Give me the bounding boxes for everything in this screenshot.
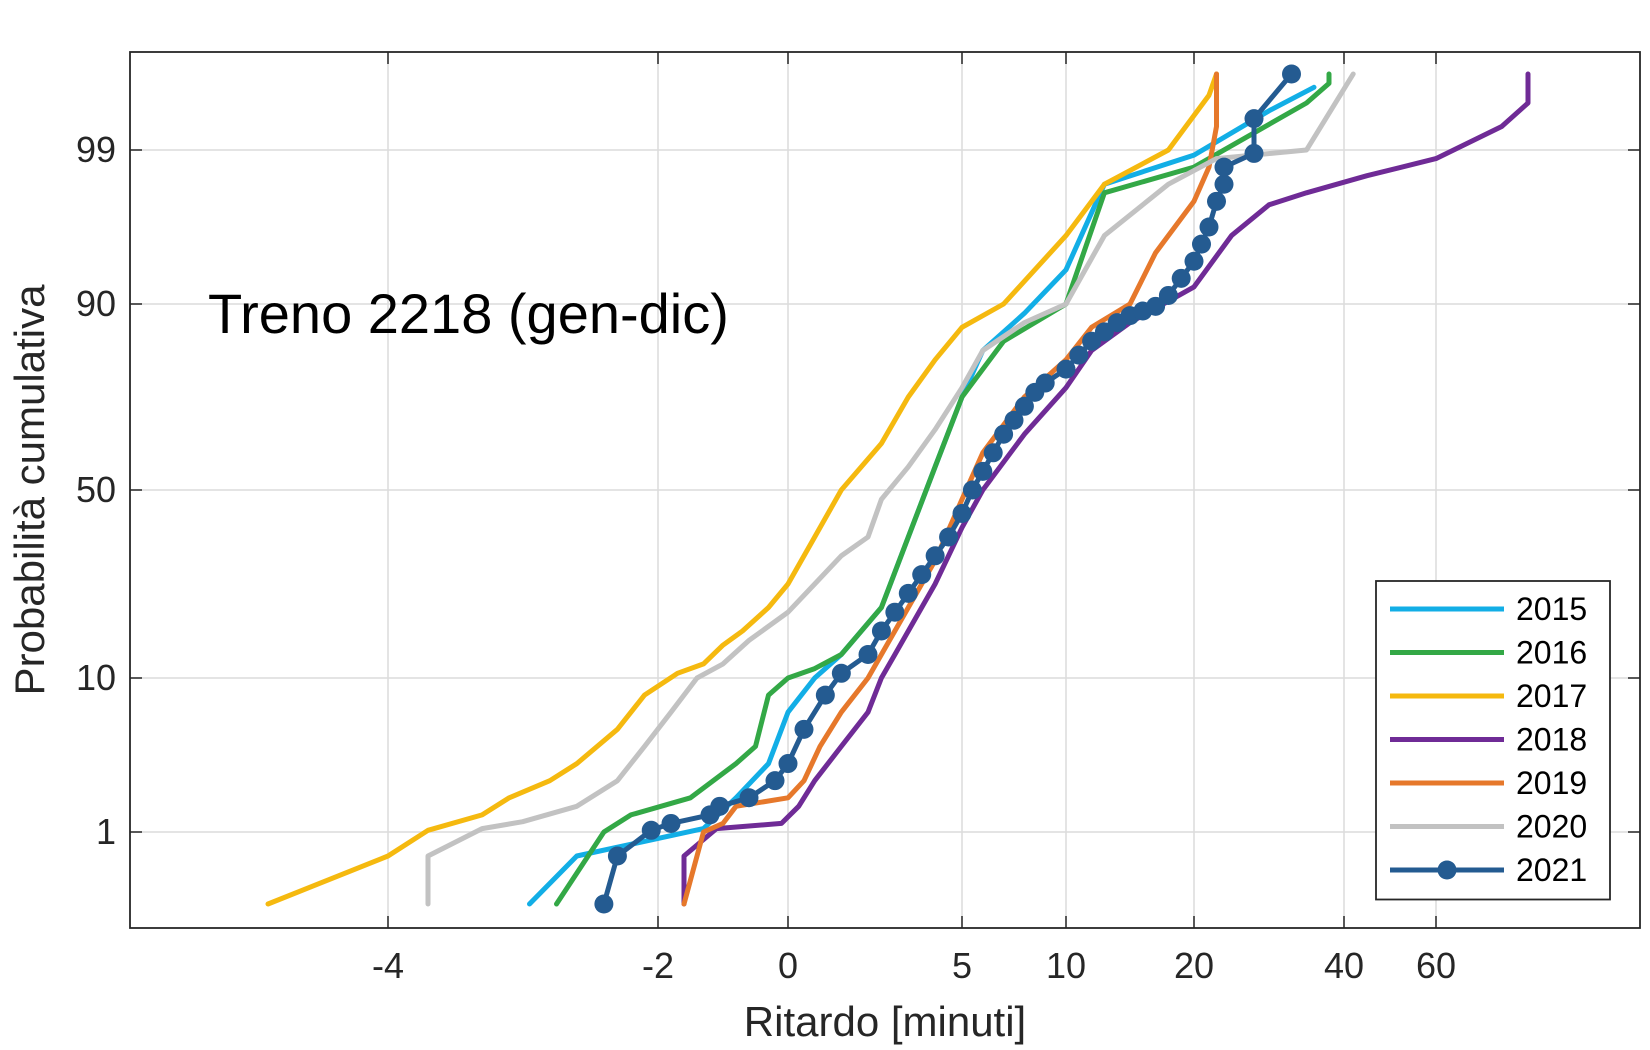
legend-item-2019[interactable]: 2019	[1390, 765, 1587, 801]
x-tick-label: 5	[952, 945, 972, 986]
data-point-2021	[1207, 191, 1226, 211]
legend-label-2021: 2021	[1516, 852, 1587, 888]
data-point-2021	[1014, 396, 1034, 416]
data-point-2021	[858, 645, 878, 664]
legend-item-2016[interactable]: 2016	[1390, 635, 1587, 671]
data-point-2021	[794, 719, 814, 739]
legend-label-2016: 2016	[1516, 635, 1587, 671]
legend-item-2018[interactable]: 2018	[1390, 722, 1587, 758]
series-layer	[265, 64, 1531, 914]
x-tick-label: 40	[1324, 945, 1364, 986]
series-2017	[265, 71, 1219, 907]
series-line-2017	[265, 71, 1219, 907]
data-point-2021	[831, 663, 851, 683]
y-tick-label: 1	[96, 811, 116, 852]
data-point-2021	[1192, 234, 1211, 254]
x-axis-label: Ritardo [minuti]	[744, 998, 1026, 1045]
legend-label-2020: 2020	[1516, 809, 1587, 845]
data-point-2021	[1244, 143, 1264, 163]
data-point-2021	[778, 754, 798, 774]
legend-label-2019: 2019	[1516, 765, 1587, 801]
x-tick-label: 0	[778, 945, 798, 986]
data-point-2021	[898, 583, 918, 603]
data-point-2021	[962, 480, 982, 500]
x-tick-label: -2	[642, 945, 674, 986]
data-point-2021	[871, 621, 891, 641]
data-point-2021	[710, 796, 730, 816]
data-point-2021	[1282, 64, 1301, 84]
data-point-2021	[1171, 268, 1191, 288]
data-point-2021	[1069, 345, 1089, 365]
y-tick-label: 99	[76, 129, 116, 170]
data-point-2021	[765, 771, 785, 791]
data-point-2021	[1158, 285, 1178, 305]
data-point-2021	[1056, 359, 1076, 379]
x-tick-label: -4	[372, 945, 404, 986]
data-point-2021	[994, 424, 1014, 444]
legend-label-2018: 2018	[1516, 722, 1587, 758]
y-tick-label: 10	[76, 657, 116, 698]
legend-item-2021[interactable]: 2021	[1390, 852, 1587, 888]
data-point-2021	[661, 813, 681, 833]
series-2020	[425, 71, 1356, 907]
series-2018	[681, 71, 1531, 907]
data-point-2021	[641, 820, 661, 840]
legend[interactable]: 2015 2016 2017 2018 2019 2020 2021	[1375, 580, 1611, 901]
y-tick-label: 90	[76, 283, 116, 324]
y-tick-label: 50	[76, 469, 116, 510]
annotation-text: Treno 2218 (gen-dic)	[208, 282, 729, 345]
series-2021	[594, 64, 1301, 914]
legend-marker-2021	[1437, 860, 1457, 880]
data-point-2021	[912, 565, 932, 585]
data-point-2021	[1184, 251, 1204, 271]
data-point-2021	[983, 443, 1003, 463]
legend-item-2015[interactable]: 2015	[1390, 591, 1587, 627]
data-point-2021	[925, 546, 945, 566]
series-line-2016	[554, 71, 1332, 907]
data-point-2021	[594, 894, 614, 914]
series-2016	[554, 71, 1332, 907]
data-point-2021	[939, 527, 959, 547]
data-point-2021	[739, 788, 759, 808]
data-point-2021	[973, 461, 993, 481]
data-point-2021	[1146, 296, 1166, 316]
data-point-2021	[1214, 174, 1234, 194]
x-tick-label: 20	[1174, 945, 1214, 986]
data-point-2021	[952, 504, 972, 523]
data-point-2021	[1199, 217, 1219, 237]
legend-label-2017: 2017	[1516, 678, 1587, 714]
x-tick-label: 60	[1416, 945, 1456, 986]
data-point-2021	[607, 846, 627, 866]
legend-item-2017[interactable]: 2017	[1390, 678, 1587, 714]
x-tick-label: 10	[1046, 945, 1086, 986]
ticks: -4 -2 0 5 10 20 40 60 1 10 50 90 99	[76, 52, 1640, 986]
data-point-2021	[1035, 373, 1055, 393]
series-line-2018	[681, 71, 1531, 907]
legend-label-2015: 2015	[1516, 591, 1587, 627]
data-point-2021	[885, 602, 905, 622]
data-point-2021	[1244, 109, 1264, 129]
data-point-2021	[1214, 157, 1234, 177]
legend-item-2020[interactable]: 2020	[1390, 809, 1587, 845]
data-point-2021	[815, 685, 835, 705]
data-point-2021	[1004, 410, 1024, 430]
series-line-2020	[425, 71, 1356, 907]
y-axis-label: Probabilità cumulativa	[6, 284, 53, 696]
